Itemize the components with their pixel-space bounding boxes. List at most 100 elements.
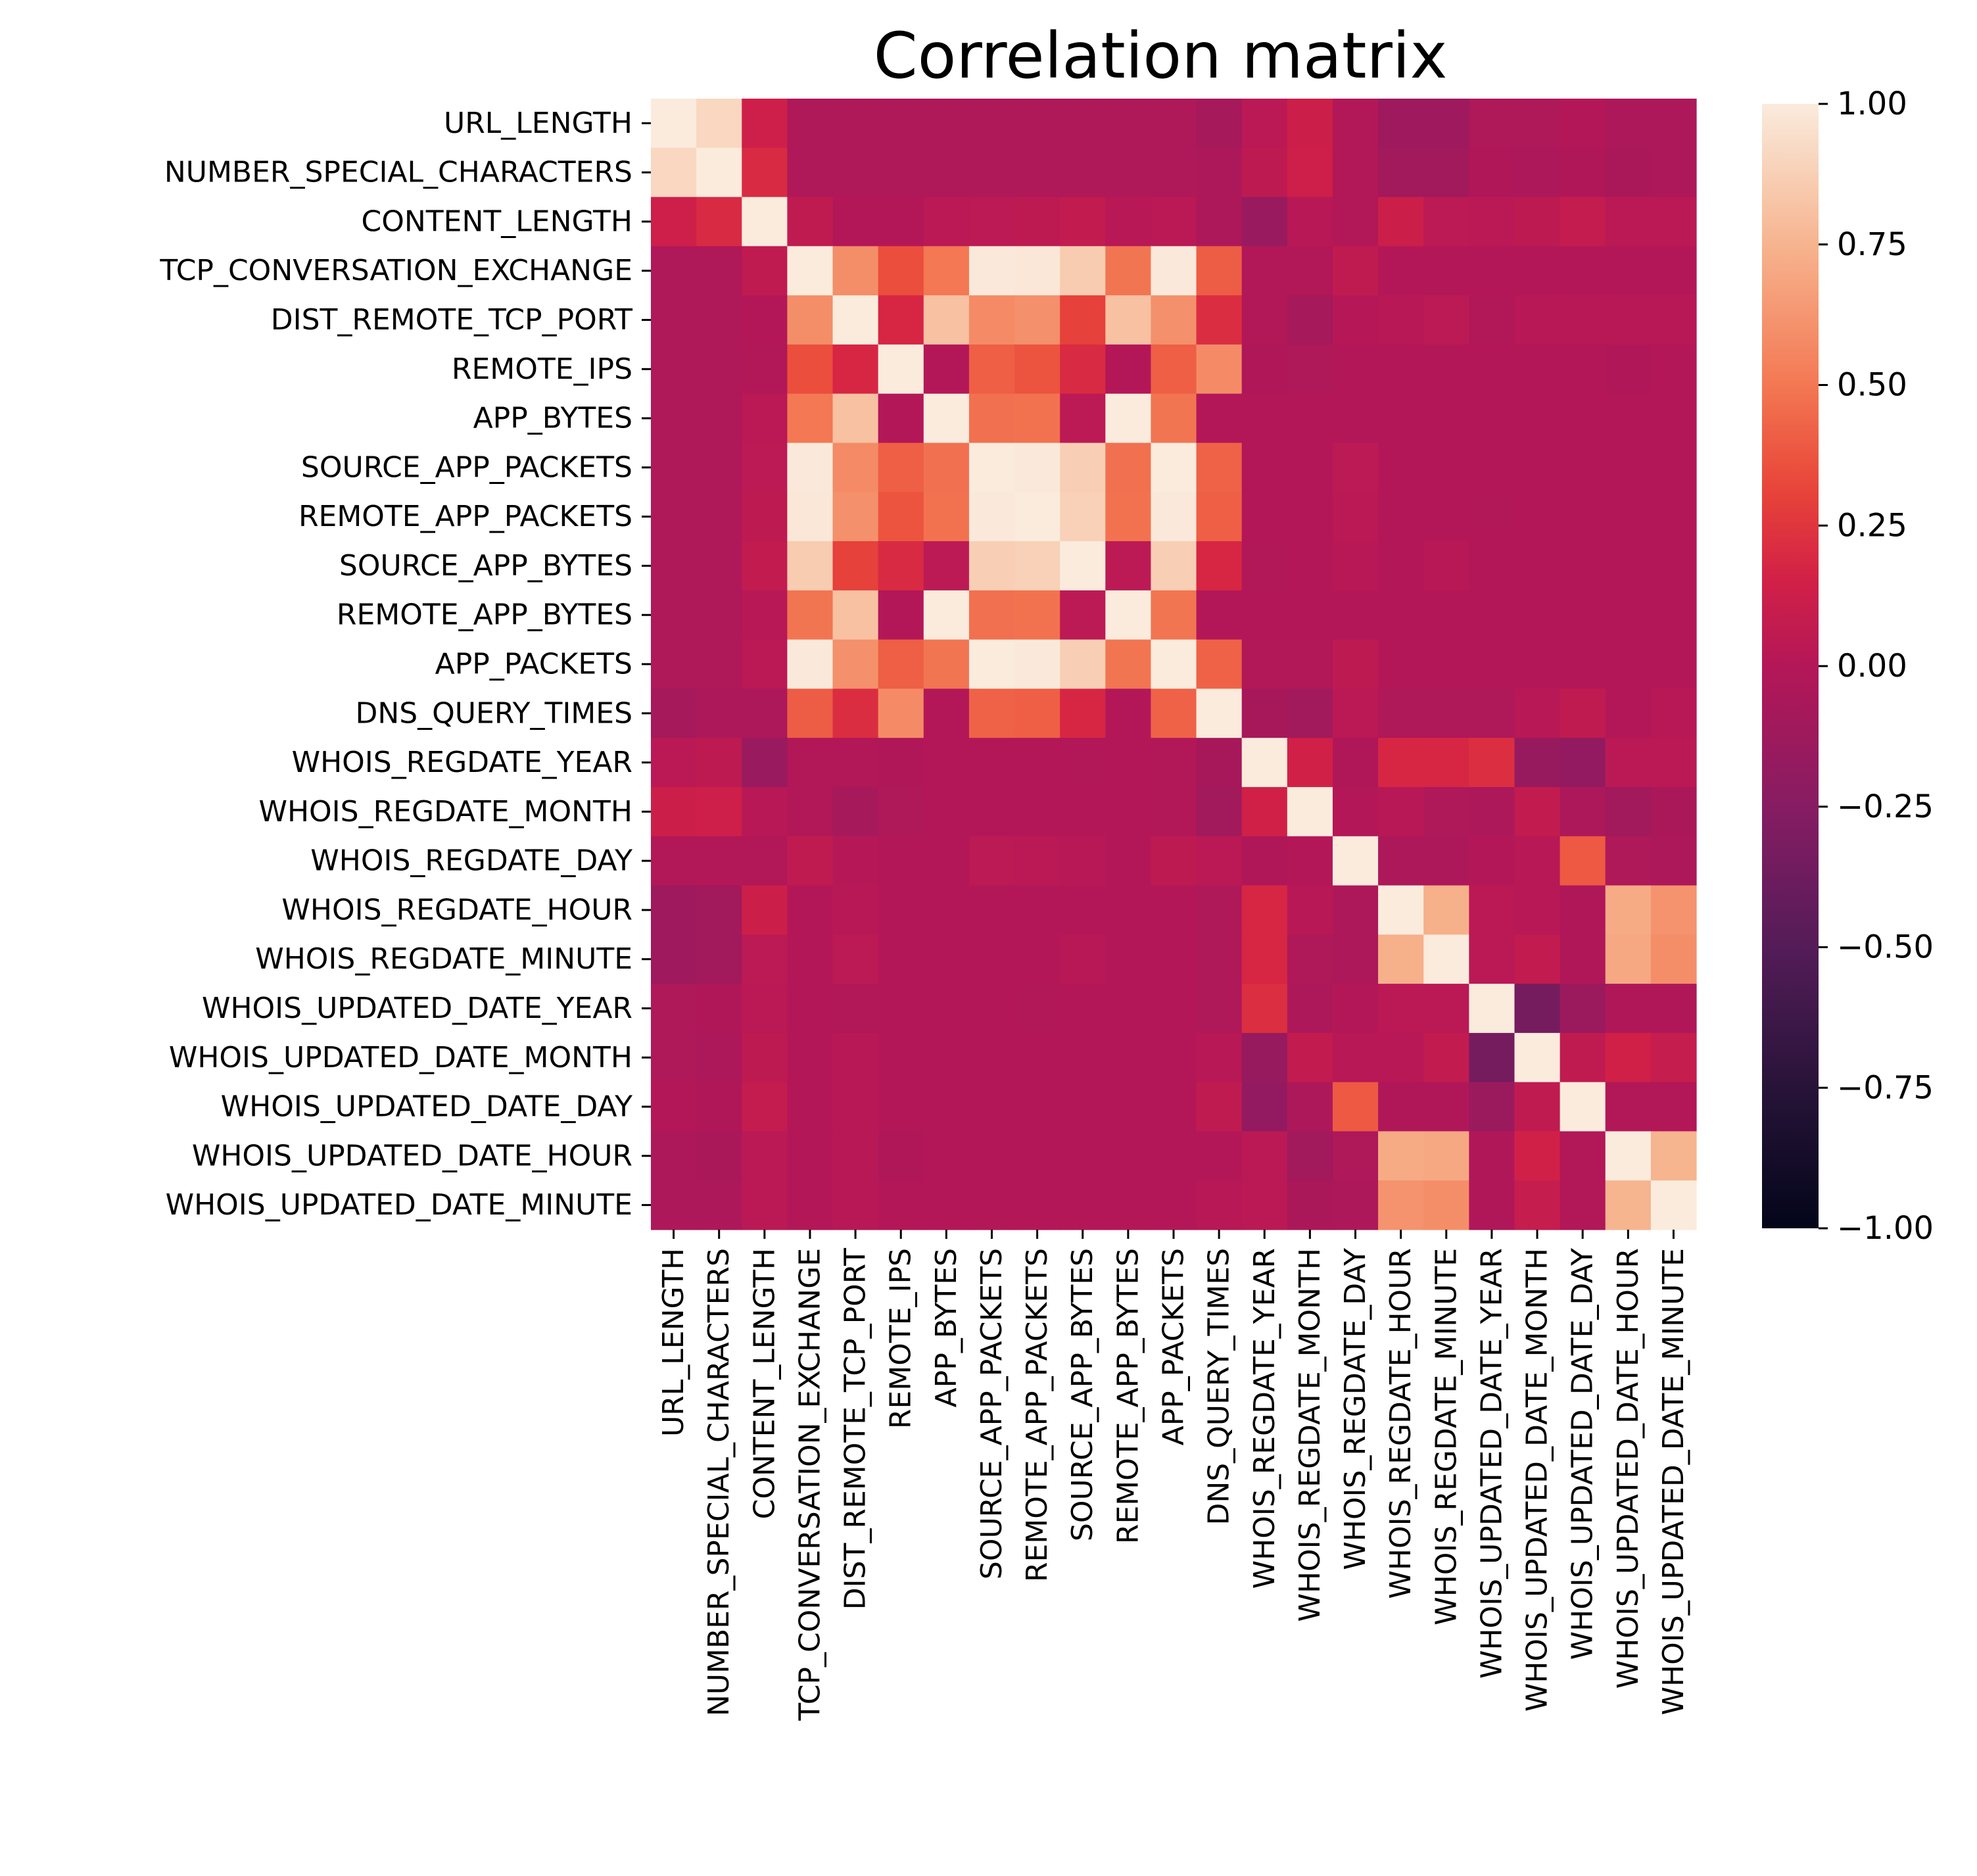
heatmap-cell: [1650, 197, 1697, 247]
heatmap-cell: [1287, 1082, 1333, 1132]
heatmap-cell: [968, 99, 1015, 149]
heatmap-cell: [1514, 541, 1561, 591]
heatmap-cell: [832, 541, 879, 591]
heatmap-cell: [1105, 147, 1152, 198]
heatmap-cell: [787, 295, 834, 345]
heatmap-cell: [923, 836, 970, 886]
heatmap-cell: [1014, 197, 1060, 247]
heatmap-cell: [1560, 443, 1606, 493]
heatmap-cell: [832, 836, 879, 886]
y-tick-label: REMOTE_IPS: [452, 352, 632, 386]
heatmap-cell: [651, 738, 697, 788]
heatmap-cell: [1560, 147, 1606, 198]
heatmap-cell: [1287, 1180, 1333, 1230]
heatmap-cell: [1514, 1082, 1561, 1132]
heatmap-cell: [742, 246, 788, 296]
heatmap-cell: [1650, 688, 1697, 738]
x-tick-label: NUMBER_SPECIAL_CHARACTERS: [702, 1248, 736, 1716]
heatmap-cell: [787, 639, 834, 689]
x-tick-label: DIST_REMOTE_TCP_PORT: [839, 1248, 872, 1610]
heatmap-cell: [1014, 246, 1060, 296]
heatmap-cell: [1241, 639, 1288, 689]
heatmap-cell: [742, 197, 788, 247]
heatmap-cell: [1378, 885, 1424, 935]
heatmap-cell: [1514, 885, 1561, 935]
heatmap-cell: [1560, 246, 1606, 296]
y-tick-label: WHOIS_UPDATED_DATE_MONTH: [169, 1041, 632, 1074]
heatmap-cell: [1241, 786, 1288, 837]
heatmap-cell: [1469, 984, 1515, 1034]
heatmap-cell: [1105, 786, 1152, 837]
heatmap-cell: [1514, 393, 1561, 444]
heatmap-cell: [1332, 295, 1379, 345]
heatmap-cell: [832, 984, 879, 1034]
colorbar-tick-label: 0.50: [1837, 367, 1907, 404]
heatmap-cell: [651, 295, 697, 345]
heatmap-cell: [1469, 934, 1515, 984]
heatmap-cell: [1014, 590, 1060, 640]
heatmap-cell: [742, 836, 788, 886]
heatmap-cell: [832, 1032, 879, 1083]
heatmap-cell: [1378, 344, 1424, 395]
heatmap-cell: [1378, 1082, 1424, 1132]
heatmap-cell: [1605, 836, 1652, 886]
heatmap-cell: [1105, 492, 1152, 542]
heatmap-cell: [787, 590, 834, 640]
heatmap-cell: [651, 836, 697, 886]
heatmap-cell: [1105, 688, 1152, 738]
heatmap-cell: [1605, 147, 1652, 198]
heatmap-cell: [1605, 246, 1652, 296]
heatmap-cell: [878, 934, 924, 984]
heatmap-cell: [696, 590, 742, 640]
heatmap-cell: [1060, 197, 1106, 247]
heatmap-cell: [1514, 99, 1561, 149]
heatmap-cell: [1605, 1180, 1652, 1230]
heatmap-cell: [1287, 836, 1333, 886]
heatmap-cell: [1423, 590, 1469, 640]
heatmap-cell: [832, 786, 879, 837]
heatmap-cell: [832, 246, 879, 296]
heatmap-cell: [696, 934, 742, 984]
heatmap-cell: [1014, 836, 1060, 886]
heatmap-cell: [1560, 1131, 1606, 1181]
heatmap-cell: [1014, 934, 1060, 984]
heatmap-cell: [968, 934, 1015, 984]
heatmap-cell: [1060, 639, 1106, 689]
heatmap-cell: [832, 443, 879, 493]
heatmap-cell: [832, 934, 879, 984]
heatmap-cell: [878, 197, 924, 247]
heatmap-cell: [1105, 443, 1152, 493]
x-tick-label: DNS_QUERY_TIMES: [1203, 1248, 1236, 1526]
heatmap-cell: [832, 885, 879, 935]
heatmap-cell: [1605, 590, 1652, 640]
heatmap-cell: [1105, 590, 1152, 640]
heatmap-cell: [1605, 295, 1652, 345]
heatmap-cell: [1560, 885, 1606, 935]
colorbar-tick-label: 0.00: [1837, 648, 1907, 685]
heatmap-cell: [1469, 246, 1515, 296]
heatmap-cell: [651, 1180, 697, 1230]
heatmap-cell: [1650, 99, 1697, 149]
heatmap-cell: [1014, 738, 1060, 788]
heatmap-cell: [742, 393, 788, 444]
heatmap-cell: [1378, 786, 1424, 837]
heatmap-cell: [832, 688, 879, 738]
heatmap-cell: [1332, 197, 1379, 247]
heatmap-cell: [1514, 688, 1561, 738]
heatmap-cell: [1423, 541, 1469, 591]
heatmap-cell: [1105, 295, 1152, 345]
y-tick-label: DNS_QUERY_TIMES: [355, 696, 632, 730]
heatmap-cell: [1560, 984, 1606, 1034]
heatmap-cell: [1332, 492, 1379, 542]
heatmap-cell: [1514, 1180, 1561, 1230]
heatmap-cell: [1332, 1082, 1379, 1132]
heatmap-cell: [1514, 590, 1561, 640]
heatmap-cell: [1196, 1082, 1243, 1132]
heatmap-cell: [1423, 836, 1469, 886]
heatmap-cell: [1560, 1180, 1606, 1230]
heatmap-cell: [696, 1131, 742, 1181]
heatmap-cell: [1287, 541, 1333, 591]
heatmap-cell: [1151, 590, 1197, 640]
heatmap-cell: [1560, 738, 1606, 788]
heatmap-cell: [832, 639, 879, 689]
